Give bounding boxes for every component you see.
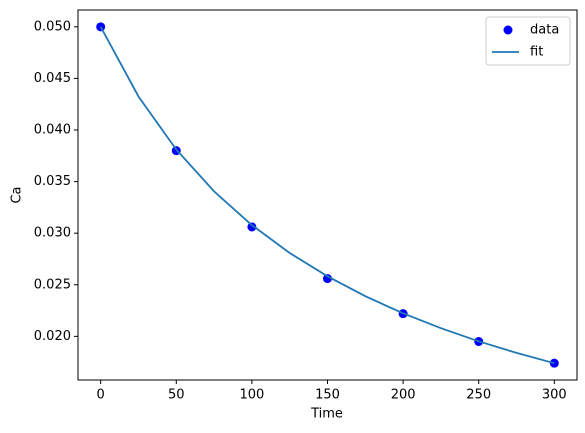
x-tick-label: 100 <box>239 388 264 403</box>
x-tick-label: 0 <box>97 388 105 403</box>
y-tick-label: 0.050 <box>34 19 71 34</box>
x-tick-label: 150 <box>315 388 340 403</box>
x-tick-label: 250 <box>466 388 491 403</box>
y-tick-label: 0.020 <box>34 329 71 344</box>
data-point <box>323 274 332 284</box>
plot-frame <box>77 9 578 381</box>
x-tick-label: 300 <box>542 388 567 403</box>
legend-label: data <box>530 23 559 38</box>
y-tick-label: 0.045 <box>34 71 71 86</box>
y-tick-label: 0.040 <box>34 122 71 137</box>
fit-line <box>99 26 555 365</box>
x-tick-label: 200 <box>391 388 416 403</box>
x-axis-label: Time <box>310 407 343 422</box>
x-tick-label: 50 <box>168 388 185 403</box>
y-tick-label: 0.035 <box>34 174 71 189</box>
data-point <box>247 222 257 232</box>
y-tick-label: 0.025 <box>34 277 71 292</box>
y-tick-label: 0.030 <box>34 226 71 241</box>
y-axis-label: Ca <box>10 186 25 203</box>
legend-label: fit <box>530 45 543 60</box>
legend-marker <box>503 25 513 35</box>
